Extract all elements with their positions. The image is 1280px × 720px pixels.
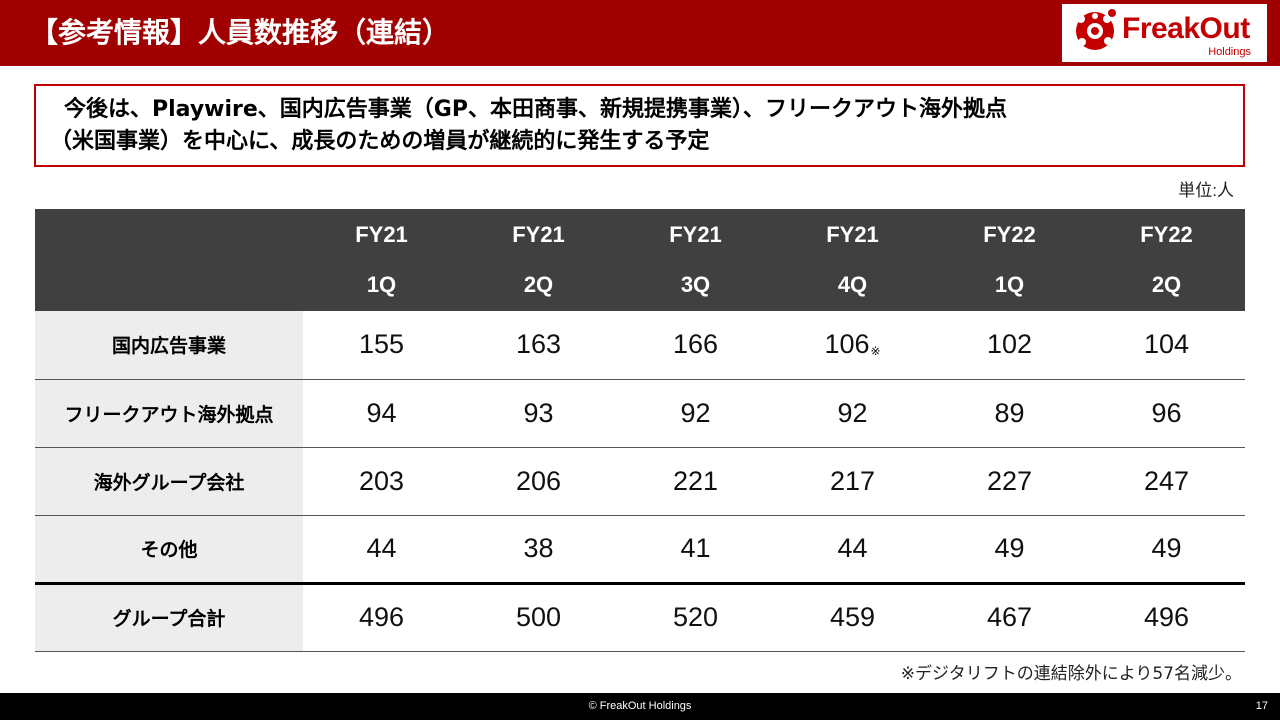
headcount-table: FY21 1Q FY21 2Q FY21 3Q FY21 4Q FY22 1Q FY22 2… <box>35 209 1245 652</box>
table-cell: 496 <box>303 581 460 652</box>
key-message-box: 今後は、Playwire、国内広告事業（GP、本田商事、新規提携事業）、フリーク… <box>34 84 1245 167</box>
table-cell: 44 <box>774 515 931 584</box>
table-cell: 96 <box>1088 379 1245 448</box>
table-cell: 94 <box>303 379 460 448</box>
table-cell: 227 <box>931 447 1088 516</box>
column-year: FY22 <box>983 222 1036 247</box>
table-header-row: FY21 1Q FY21 2Q FY21 3Q FY21 4Q FY22 1Q FY22 2… <box>35 209 1245 311</box>
column-quarter: 1Q <box>994 272 1025 297</box>
column-header: FY22 2Q <box>1088 209 1245 311</box>
table-cell: 496 <box>1088 581 1245 652</box>
table-row: 海外グループ会社 203 206 221 217 227 247 <box>35 447 1245 516</box>
row-label: 海外グループ会社 <box>35 447 303 516</box>
column-header: FY21 3Q <box>617 209 774 311</box>
table-cell: 92 <box>617 379 774 448</box>
table-cell: 89 <box>931 379 1088 448</box>
table-cell-with-note: 106※ <box>774 311 931 380</box>
table-cell: 49 <box>931 515 1088 584</box>
table-cell-value: 106 <box>824 329 870 360</box>
table-cell: 93 <box>460 379 617 448</box>
copyright-text: © FreakOut Holdings <box>588 700 692 712</box>
logo-subtext: Holdings <box>1208 46 1251 58</box>
logo-text: FreakOut <box>1122 12 1250 45</box>
table-cell: 500 <box>460 581 617 652</box>
table-cell: 217 <box>774 447 931 516</box>
table-cell: 467 <box>931 581 1088 652</box>
key-message-line-1: 今後は、Playwire、国内広告事業（GP、本田商事、新規提携事業）、フリーク… <box>64 97 1007 122</box>
header-bar: 【参考情報】人員数推移（連結） FreakOut Holdings <box>0 0 1280 66</box>
row-label: その他 <box>35 515 303 584</box>
table-corner-cell <box>35 209 303 311</box>
row-label: 国内広告事業 <box>35 311 303 380</box>
key-message-line-2: （米国事業）を中心に、成長のための増員が継続的に発生する予定 <box>50 129 710 154</box>
table-cell: 247 <box>1088 447 1245 516</box>
table-cell: 166 <box>617 311 774 380</box>
footer-bar: © FreakOut Holdings 17 <box>0 693 1280 720</box>
table-cell: 44 <box>303 515 460 584</box>
table-cell: 49 <box>1088 515 1245 584</box>
row-label: グループ合計 <box>35 581 303 652</box>
note-mark: ※ <box>870 344 881 359</box>
column-header: FY21 4Q <box>774 209 931 311</box>
table-cell: 163 <box>460 311 617 380</box>
column-quarter: 4Q <box>837 272 868 297</box>
table-total-row: グループ合計 496 500 520 459 467 496 <box>35 581 1245 652</box>
table-cell: 41 <box>617 515 774 584</box>
column-year: FY22 <box>1140 222 1193 247</box>
table-row: その他 44 38 41 44 49 49 <box>35 515 1245 584</box>
column-header: FY21 1Q <box>303 209 460 311</box>
page-title: 【参考情報】人員数推移（連結） <box>30 16 451 49</box>
column-header: FY22 1Q <box>931 209 1088 311</box>
table-cell: 155 <box>303 311 460 380</box>
row-label: フリークアウト海外拠点 <box>35 379 303 448</box>
table-cell: 203 <box>303 447 460 516</box>
table-cell: 459 <box>774 581 931 652</box>
footnote: ※デジタリフトの連結除外により57名減少。 <box>900 664 1242 684</box>
table-cell: 102 <box>931 311 1088 380</box>
table-row: フリークアウト海外拠点 94 93 92 92 89 96 <box>35 379 1245 448</box>
column-year: FY21 <box>355 222 408 247</box>
column-header: FY21 2Q <box>460 209 617 311</box>
table-cell: 520 <box>617 581 774 652</box>
page-number: 17 <box>1255 700 1268 712</box>
company-logo: FreakOut Holdings <box>1062 4 1267 62</box>
column-year: FY21 <box>669 222 722 247</box>
unit-label: 単位:人 <box>1178 181 1234 200</box>
column-year: FY21 <box>826 222 879 247</box>
table-cell: 206 <box>460 447 617 516</box>
column-quarter: 2Q <box>523 272 554 297</box>
column-quarter: 3Q <box>680 272 711 297</box>
table-cell: 92 <box>774 379 931 448</box>
table-row: 国内広告事業 155 163 166 106※ 102 104 <box>35 311 1245 380</box>
column-quarter: 2Q <box>1151 272 1182 297</box>
table-cell: 221 <box>617 447 774 516</box>
column-year: FY21 <box>512 222 565 247</box>
table-cell: 104 <box>1088 311 1245 380</box>
freakout-logo-icon <box>1076 9 1116 50</box>
column-quarter: 1Q <box>366 272 397 297</box>
table-cell: 38 <box>460 515 617 584</box>
